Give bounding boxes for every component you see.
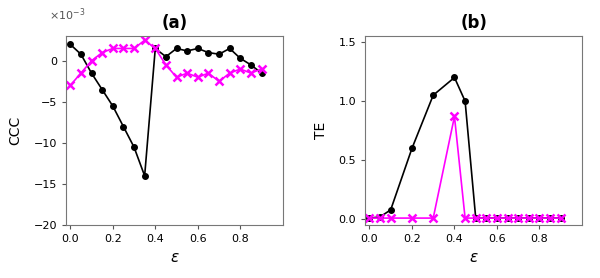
X-axis label: ε: ε — [469, 250, 478, 265]
Y-axis label: TE: TE — [314, 122, 328, 139]
Y-axis label: CCC: CCC — [8, 116, 23, 145]
Text: $\times 10^{-3}$: $\times 10^{-3}$ — [49, 6, 85, 23]
Title: (a): (a) — [161, 14, 187, 32]
X-axis label: ε: ε — [170, 250, 179, 265]
Title: (b): (b) — [460, 14, 487, 32]
